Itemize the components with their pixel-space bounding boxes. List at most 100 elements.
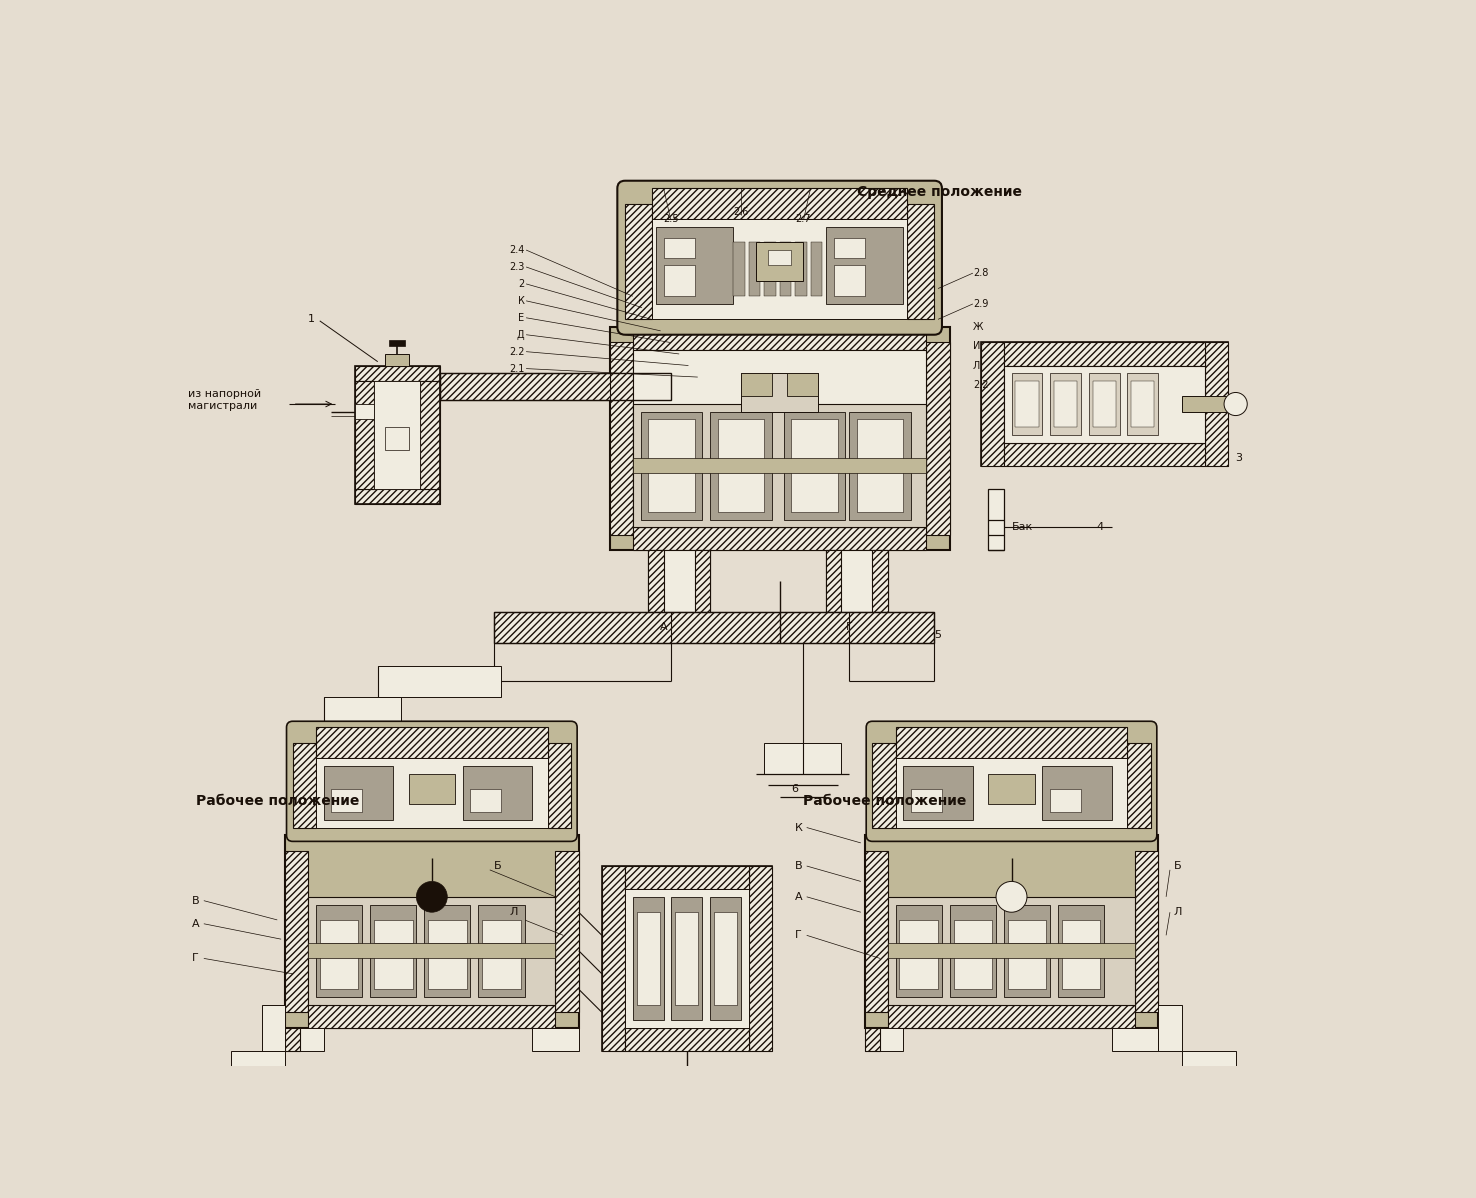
- Text: И: И: [973, 341, 980, 351]
- Bar: [354, 365, 440, 504]
- Text: 3: 3: [1235, 453, 1243, 462]
- Bar: [208, 1082, 285, 1113]
- Bar: [1061, 920, 1101, 943]
- Bar: [1128, 743, 1151, 828]
- Bar: [378, 666, 502, 696]
- Text: 2.3: 2.3: [509, 262, 524, 272]
- Text: Г: Г: [796, 931, 801, 940]
- Bar: [741, 374, 772, 397]
- Bar: [865, 851, 889, 1012]
- Bar: [899, 951, 939, 990]
- Bar: [676, 912, 698, 1005]
- Text: 2.8: 2.8: [973, 268, 989, 278]
- Bar: [1061, 951, 1101, 990]
- Bar: [1131, 381, 1154, 428]
- Bar: [953, 951, 992, 990]
- Text: Г: Г: [192, 954, 199, 963]
- Bar: [308, 1005, 555, 1028]
- Bar: [714, 912, 737, 1005]
- Bar: [748, 242, 760, 296]
- Bar: [478, 904, 524, 997]
- Bar: [409, 774, 455, 804]
- Bar: [1290, 1078, 1314, 1108]
- Bar: [320, 951, 359, 990]
- Bar: [624, 866, 748, 889]
- Bar: [548, 743, 571, 828]
- Bar: [354, 489, 440, 504]
- Bar: [911, 789, 942, 812]
- Bar: [1111, 1028, 1159, 1051]
- Text: из напорной
магистрали: из напорной магистрали: [189, 389, 261, 411]
- Bar: [1182, 1051, 1235, 1082]
- Bar: [865, 835, 1159, 1028]
- Bar: [633, 350, 927, 527]
- Bar: [483, 920, 521, 943]
- Text: Л: Л: [973, 361, 980, 370]
- Text: Б: Б: [493, 861, 502, 871]
- Bar: [796, 242, 807, 296]
- Bar: [980, 343, 1004, 466]
- Bar: [354, 404, 373, 419]
- Text: В: В: [796, 861, 803, 871]
- Bar: [903, 766, 973, 819]
- Text: 2.5: 2.5: [664, 214, 679, 224]
- Bar: [765, 743, 841, 774]
- Bar: [1004, 343, 1204, 365]
- Bar: [285, 851, 308, 1012]
- Bar: [463, 766, 533, 819]
- Bar: [858, 419, 903, 512]
- Bar: [471, 789, 502, 812]
- Bar: [834, 238, 865, 258]
- Bar: [354, 381, 373, 489]
- Bar: [953, 920, 992, 943]
- Bar: [655, 226, 734, 304]
- Bar: [710, 412, 772, 520]
- Bar: [390, 340, 404, 346]
- FancyBboxPatch shape: [286, 721, 577, 841]
- FancyBboxPatch shape: [866, 721, 1157, 841]
- Text: 4: 4: [1097, 522, 1104, 532]
- Bar: [765, 242, 776, 296]
- Bar: [949, 904, 996, 997]
- Bar: [428, 920, 466, 943]
- Text: 2.4: 2.4: [509, 246, 524, 255]
- Text: Ж: Ж: [973, 322, 983, 332]
- Bar: [421, 381, 440, 489]
- Text: 2.2: 2.2: [973, 380, 989, 389]
- Bar: [230, 1051, 285, 1082]
- FancyBboxPatch shape: [617, 181, 942, 334]
- Text: Е: Е: [518, 313, 524, 322]
- Bar: [1128, 374, 1159, 435]
- Text: Г: Г: [846, 622, 853, 633]
- Bar: [784, 412, 846, 520]
- Text: 2.7: 2.7: [796, 214, 810, 224]
- Text: 2.9: 2.9: [973, 300, 989, 309]
- Bar: [889, 1005, 1135, 1028]
- Text: Л: Л: [1173, 907, 1182, 918]
- Bar: [285, 1028, 301, 1051]
- Bar: [1159, 1005, 1182, 1051]
- Bar: [827, 550, 841, 612]
- Text: Рабочее положение: Рабочее положение: [803, 793, 967, 807]
- Bar: [1011, 374, 1042, 435]
- Bar: [285, 835, 579, 1028]
- Bar: [849, 412, 911, 520]
- Circle shape: [416, 882, 447, 912]
- Bar: [908, 204, 934, 320]
- Bar: [493, 612, 934, 642]
- Bar: [633, 327, 927, 350]
- Bar: [385, 428, 409, 450]
- Bar: [1049, 789, 1080, 812]
- Bar: [633, 897, 664, 1019]
- Text: А: А: [796, 891, 803, 902]
- Bar: [323, 766, 393, 819]
- Text: Л: Л: [509, 907, 518, 918]
- Text: 2: 2: [518, 279, 524, 289]
- Bar: [1182, 1082, 1259, 1113]
- Bar: [1008, 920, 1046, 943]
- Text: 6: 6: [791, 783, 799, 794]
- Text: Б: Б: [1173, 861, 1181, 871]
- Bar: [741, 374, 818, 412]
- Bar: [865, 1028, 903, 1051]
- Bar: [130, 1078, 154, 1108]
